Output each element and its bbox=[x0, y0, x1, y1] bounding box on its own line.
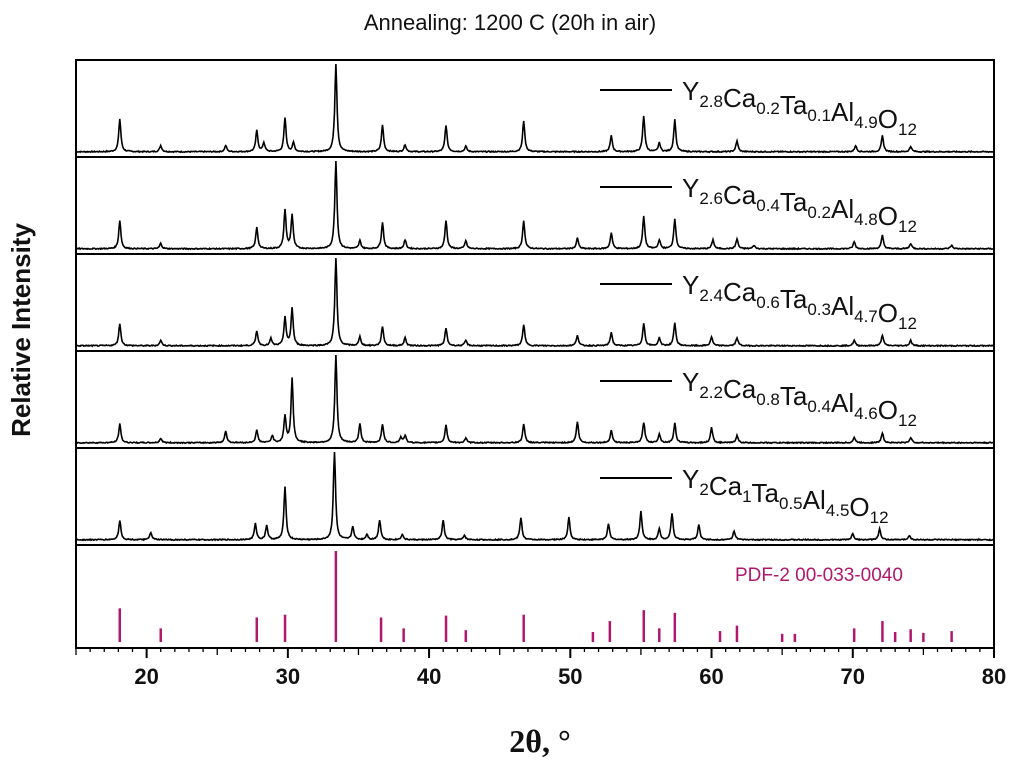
legend-element-symbol: Y bbox=[682, 367, 699, 397]
pattern-panel-4: Y2.2Ca0.8Ta0.4Al4.6O12 bbox=[75, 354, 995, 445]
legend-subscript: 4.7 bbox=[854, 307, 878, 326]
legend-subscript: 0.2 bbox=[807, 203, 831, 222]
pattern-line bbox=[75, 160, 995, 251]
legend-subscript: 4.8 bbox=[854, 210, 878, 229]
x-tick-label: 30 bbox=[276, 664, 300, 689]
legend-element-symbol: Ta bbox=[780, 284, 808, 314]
legend-subscript: 0.5 bbox=[779, 494, 803, 513]
x-tick-label: 80 bbox=[982, 664, 1006, 689]
pattern-line bbox=[75, 257, 995, 348]
legend-element-symbol: Ta bbox=[780, 381, 808, 411]
legend-element-symbol: Ca bbox=[723, 83, 757, 113]
legend-subscript: 2.8 bbox=[699, 92, 723, 111]
legend-subscript: 12 bbox=[898, 120, 917, 139]
reference-label: PDF-2 00-033-0040 bbox=[735, 565, 903, 586]
legend-element-symbol: Y bbox=[682, 76, 699, 106]
legend-subscript: 0.8 bbox=[756, 390, 780, 409]
legend-subscript: 12 bbox=[870, 508, 889, 527]
legend-label: Y2.4Ca0.6Ta0.3Al4.7O12 bbox=[682, 270, 917, 333]
x-tick-label: 20 bbox=[134, 664, 158, 689]
legend-subscript: 4.9 bbox=[854, 113, 878, 132]
legend-element-symbol: O bbox=[878, 298, 898, 328]
legend-element-symbol: O bbox=[878, 201, 898, 231]
y-axis-label: Relative Intensity bbox=[6, 223, 36, 437]
legend-element-symbol: Y bbox=[682, 173, 699, 203]
legend-subscript: 0.3 bbox=[807, 300, 831, 319]
legend-subscript: 4.6 bbox=[854, 404, 878, 423]
x-tick-label: 70 bbox=[841, 664, 865, 689]
legend-element-symbol: Al bbox=[831, 291, 854, 321]
legend-element-symbol: Ca bbox=[723, 374, 757, 404]
legend-element-symbol: Ta bbox=[752, 478, 780, 508]
x-axis: 20 30 40 50 60 70 80 bbox=[75, 648, 1006, 689]
legend-element-symbol: Al bbox=[803, 485, 826, 515]
legend-element-symbol: Ca bbox=[723, 180, 757, 210]
legend-subscript: 2 bbox=[699, 480, 708, 499]
legend-element-symbol: Ca bbox=[709, 471, 743, 501]
legend-subscript: 12 bbox=[898, 411, 917, 430]
legend-subscript: 12 bbox=[898, 217, 917, 236]
legend-subscript: 0.6 bbox=[756, 293, 780, 312]
legend-subscript: 2.2 bbox=[699, 383, 723, 402]
legend-element-symbol: Ca bbox=[723, 277, 757, 307]
legend-subscript: 0.4 bbox=[807, 397, 831, 416]
legend-subscript: 2.6 bbox=[699, 189, 723, 208]
plot-frame bbox=[75, 59, 995, 649]
legend-element-symbol: O bbox=[878, 104, 898, 134]
legend-label: Y2.6Ca0.4Ta0.2Al4.8O12 bbox=[682, 173, 917, 236]
legend-subscript: 0.2 bbox=[756, 99, 780, 118]
legend-subscript: 0.1 bbox=[807, 106, 831, 125]
pattern-line bbox=[76, 63, 995, 154]
legend-element-symbol: Ta bbox=[780, 187, 808, 217]
chart-title: Annealing: 1200 C (20h in air) bbox=[364, 10, 656, 35]
pattern-line bbox=[75, 451, 995, 542]
pattern-panel-3: Y2.4Ca0.6Ta0.3Al4.7O12 bbox=[75, 257, 995, 348]
pattern-panel-1: Y2.8Ca0.2Ta0.1Al4.9O12 bbox=[76, 63, 995, 154]
legend-label: Y2.8Ca0.2Ta0.1Al4.9O12 bbox=[682, 76, 917, 139]
pattern-panel-5: Y2Ca1Ta0.5Al4.5O12 bbox=[75, 451, 995, 542]
legend-subscript: 2.4 bbox=[699, 286, 723, 305]
legend-label: Y2.2Ca0.8Ta0.4Al4.6O12 bbox=[682, 367, 917, 430]
x-tick-label: 60 bbox=[699, 664, 723, 689]
legend-element-symbol: Ta bbox=[780, 90, 808, 120]
legend-element-symbol: Al bbox=[831, 194, 854, 224]
reference-panel: PDF-2 00-033-0040 bbox=[118, 551, 953, 642]
pattern-line bbox=[75, 354, 995, 445]
legend-element-symbol: Y bbox=[682, 464, 699, 494]
x-axis-label: 2θ, ° bbox=[509, 723, 571, 759]
legend-element-symbol: Al bbox=[831, 388, 854, 418]
legend-subscript: 4.5 bbox=[826, 501, 850, 520]
pattern-panel-2: Y2.6Ca0.4Ta0.2Al4.8O12 bbox=[75, 160, 995, 251]
legend-subscript: 12 bbox=[898, 314, 917, 333]
legend-subscript: 1 bbox=[742, 487, 751, 506]
legend-subscript: 0.4 bbox=[756, 196, 780, 215]
plot-area: Y2.8Ca0.2Ta0.1Al4.9O12Y2.6Ca0.4Ta0.2Al4.… bbox=[75, 59, 1006, 689]
legend-element-symbol: Al bbox=[831, 97, 854, 127]
x-tick-label: 40 bbox=[417, 664, 441, 689]
legend-element-symbol: O bbox=[849, 492, 869, 522]
legend-element-symbol: O bbox=[878, 395, 898, 425]
legend-label: Y2Ca1Ta0.5Al4.5O12 bbox=[682, 464, 889, 527]
legend-element-symbol: Y bbox=[682, 270, 699, 300]
x-tick-label: 50 bbox=[558, 664, 582, 689]
